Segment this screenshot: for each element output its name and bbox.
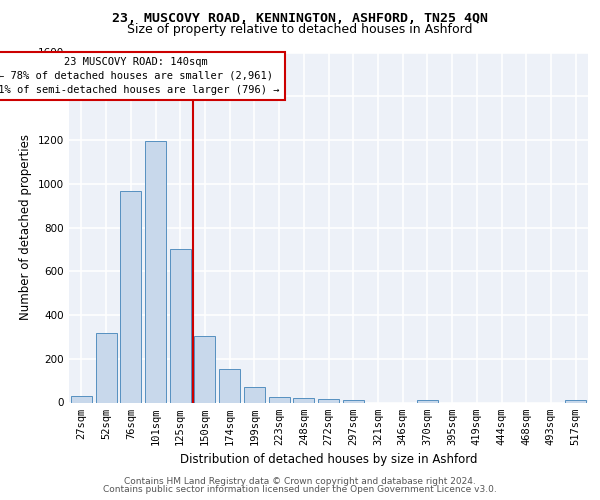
Bar — [269, 396, 290, 402]
Bar — [343, 400, 364, 402]
Bar — [219, 368, 240, 402]
Bar — [170, 250, 191, 402]
X-axis label: Distribution of detached houses by size in Ashford: Distribution of detached houses by size … — [180, 453, 477, 466]
Text: 23 MUSCOVY ROAD: 140sqm
← 78% of detached houses are smaller (2,961)
21% of semi: 23 MUSCOVY ROAD: 140sqm ← 78% of detache… — [0, 57, 280, 95]
Text: Contains HM Land Registry data © Crown copyright and database right 2024.: Contains HM Land Registry data © Crown c… — [124, 477, 476, 486]
Bar — [318, 399, 339, 402]
Text: Contains public sector information licensed under the Open Government Licence v3: Contains public sector information licen… — [103, 485, 497, 494]
Bar — [417, 400, 438, 402]
Bar — [95, 332, 116, 402]
Bar — [71, 396, 92, 402]
Y-axis label: Number of detached properties: Number of detached properties — [19, 134, 32, 320]
Bar — [145, 141, 166, 403]
Bar — [565, 400, 586, 402]
Text: 23, MUSCOVY ROAD, KENNINGTON, ASHFORD, TN25 4QN: 23, MUSCOVY ROAD, KENNINGTON, ASHFORD, T… — [112, 12, 488, 26]
Bar — [120, 192, 141, 402]
Bar — [293, 398, 314, 402]
Bar — [244, 387, 265, 402]
Text: Size of property relative to detached houses in Ashford: Size of property relative to detached ho… — [127, 24, 473, 36]
Bar — [194, 336, 215, 402]
